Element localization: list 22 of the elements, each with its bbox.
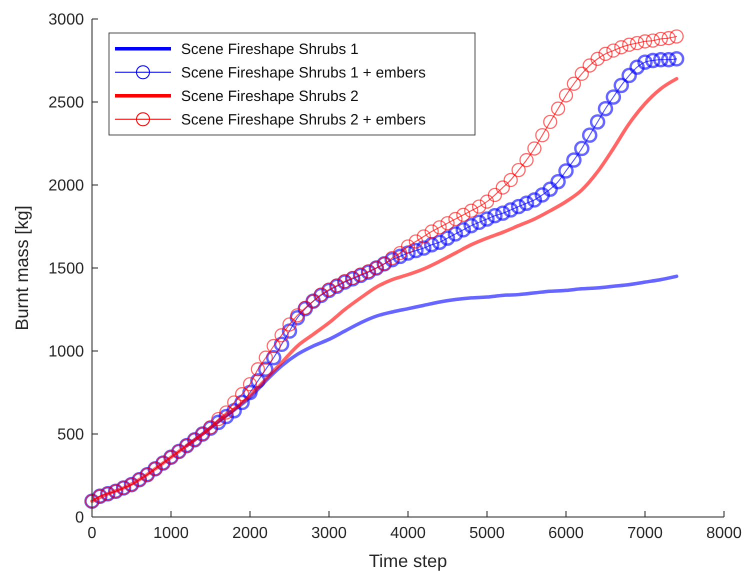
x-tick-label: 4000 [390, 525, 426, 542]
legend-label: Scene Fireshape Shrubs 1 + embers [181, 64, 426, 82]
y-tick-label: 500 [57, 426, 84, 444]
legend-label: Scene Fireshape Shrubs 1 [181, 41, 359, 58]
y-tick-label: 1000 [48, 344, 84, 361]
x-tick-label: 6000 [548, 525, 584, 542]
x-tick-label: 7000 [627, 525, 663, 542]
y-tick-label: 3000 [48, 12, 84, 29]
y-axis-title: Burnt mass [kg] [12, 205, 32, 331]
y-tick-label: 1500 [48, 260, 84, 278]
x-axis-title: Time step [368, 551, 448, 571]
legend-label: Scene Fireshape Shrubs 2 + embers [181, 112, 426, 128]
x-tick-label: 2000 [232, 525, 268, 542]
legend-label: Scene Fireshape Shrubs 2 [181, 88, 359, 105]
x-tick-label: 8000 [706, 525, 742, 542]
x-tick-label: 5000 [469, 525, 505, 542]
y-tick-label: 0 [75, 510, 84, 527]
x-tick-label: 0 [88, 525, 97, 542]
x-tick-label: 1000 [153, 525, 189, 542]
y-tick-label: 2000 [48, 178, 84, 195]
y-tick-label: 2500 [48, 94, 84, 112]
x-tick-label: 3000 [311, 525, 347, 542]
